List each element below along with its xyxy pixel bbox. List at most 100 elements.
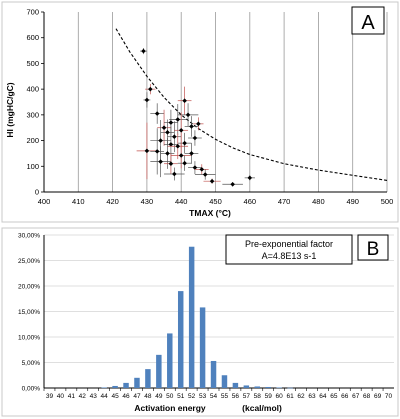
panel-a-x-tick-label: 500: [381, 197, 394, 206]
point-marker: [202, 172, 208, 177]
panel-b-x-tick-label: 64: [319, 393, 327, 400]
point-marker: [172, 171, 177, 177]
panel-b-x-tick-label: 42: [79, 393, 87, 400]
bar: [287, 387, 293, 389]
scatter-point: [244, 175, 255, 181]
point-marker: [175, 143, 181, 149]
point-marker: [172, 134, 177, 140]
bar: [134, 377, 140, 388]
point-marker: [161, 125, 167, 131]
bar: [243, 385, 250, 388]
point-marker: [185, 112, 191, 118]
panel-a-y-tick-label: 400: [26, 85, 39, 94]
panel-b-y-tick-label: 25,00%: [18, 258, 40, 265]
panel-b-x-tick-label: 39: [46, 393, 54, 400]
bar: [210, 360, 217, 388]
panel-a-trend-curve: [115, 28, 388, 181]
panel-b-y-tick-label: 0,00%: [22, 386, 41, 393]
point-marker: [144, 97, 150, 103]
panel-a-x-tick-label: 490: [346, 197, 359, 206]
scatter-point: [140, 48, 147, 55]
point-marker: [141, 48, 146, 54]
panel-b-x-tick-label: 56: [232, 393, 240, 400]
panel-b-x-tick-label: 70: [385, 393, 393, 400]
panel-b-grid: [43, 234, 394, 389]
point-marker: [230, 181, 235, 187]
panel-b-y-tick-label: 30,00%: [18, 233, 40, 240]
annotation-line-2: A=4.8E13 s-1: [262, 251, 317, 261]
panel-b-label: B: [367, 239, 380, 260]
panel-a-y-tick-label: 100: [26, 162, 39, 171]
bar: [254, 386, 261, 388]
panel-b-x-tick-label: 68: [363, 393, 371, 400]
annotation-box: [225, 234, 353, 265]
panel-a-x-ticks: 400 410 420 430 440 450 460 470 480 490 500: [38, 197, 394, 206]
point-marker: [178, 127, 184, 133]
panel-b-x-tick-label: 69: [374, 393, 382, 400]
panel-a-x-tick-label: 430: [141, 197, 154, 206]
panel-b-x-tick-label: 66: [341, 393, 349, 400]
point-marker: [178, 153, 184, 158]
panel-a-y-tick-label: 600: [26, 33, 39, 42]
scatter-point: [143, 92, 151, 108]
panel-a-y-tick-label: 500: [26, 59, 39, 68]
panel-a-x-tick-label: 420: [106, 197, 119, 206]
scatter-point: [157, 109, 171, 146]
panel-b-x-tick-label: 49: [155, 393, 163, 400]
bar: [123, 382, 129, 388]
panel-a-points: [136, 48, 255, 187]
scatter-point: [194, 169, 216, 180]
scatter-point: [177, 155, 192, 171]
scatter-point: [177, 132, 192, 154]
point-marker: [189, 124, 194, 129]
panel-b-y-tick-label: 20,00%: [18, 284, 40, 291]
panel-b-x-tick-label: 47: [133, 393, 141, 400]
panel-b-y-tick-label: 15,00%: [18, 309, 40, 316]
panel-b-x-tick-label: 46: [122, 393, 130, 400]
panel-b-x-tick-label: 67: [352, 393, 360, 400]
panel-a-x-tick-label: 440: [175, 197, 188, 206]
scatter-point: [184, 116, 199, 137]
panel-b-chart: 0,00% 5,00% 10,00% 15,00% 20,00% 25,00% 30,00%…: [1, 227, 399, 417]
panel-b-x-tick-label: 65: [330, 393, 338, 400]
scatter-point: [174, 112, 189, 149]
bar: [221, 375, 228, 388]
panel-b-x-tick-label: 52: [188, 393, 196, 400]
panel-b-x-tick-label: 61: [286, 393, 294, 400]
panel-a-x-tick-label: 410: [72, 197, 85, 206]
scatter-point: [203, 178, 221, 184]
point-marker: [189, 151, 194, 156]
panel-b-y-tick-label: 5,00%: [22, 360, 41, 367]
panel-a-y-label: HI (mgHC/gC): [5, 82, 15, 137]
panel-b-x-ticks: 39 40 41 42 43 44 45 46 47 48 49 50 51 52 53 54 55 56 57 58…: [43, 388, 393, 400]
panel-b-x-tick-label: 57: [243, 393, 251, 400]
panel-b-x-tick-label: 51: [177, 393, 185, 400]
point-marker: [209, 178, 215, 184]
panel-a-x-tick-label: 470: [278, 197, 291, 206]
annotation-line-1: Pre-exponential factor: [245, 239, 333, 249]
scatter-point: [222, 181, 243, 187]
scatter-point: [136, 122, 158, 180]
panel-b-x-tick-label: 48: [144, 393, 152, 400]
panel-a-chart: 400 410 420 430 440 450 460 470 480 490 500 0 100 20…: [1, 1, 399, 223]
panel-b-x-tick-label: 41: [68, 393, 76, 400]
point-marker: [168, 120, 174, 125]
panel-a-y-tick-label: 300: [26, 110, 39, 119]
bar: [145, 369, 151, 388]
panel-a-label-box: [351, 6, 385, 35]
panel-b-x-tick-label: 62: [297, 393, 305, 400]
point-marker: [192, 165, 198, 170]
point-marker: [154, 111, 160, 116]
panel-b-y-tick-label: 10,00%: [18, 335, 40, 342]
scatter-point: [184, 143, 199, 164]
panel-b-x-tick-label: 45: [111, 393, 119, 400]
point-marker: [182, 160, 187, 166]
panel-b-x-label: Activation energy: [134, 403, 206, 413]
scatter-point: [193, 117, 204, 131]
point-marker: [158, 159, 163, 164]
scatter-point: [169, 104, 187, 135]
panel-a-y-tick-label: 200: [26, 136, 39, 145]
panel-a-y-tick-label: 0: [35, 188, 39, 197]
panel-a-y-tick-label: 700: [26, 8, 39, 17]
point-marker: [158, 138, 163, 143]
